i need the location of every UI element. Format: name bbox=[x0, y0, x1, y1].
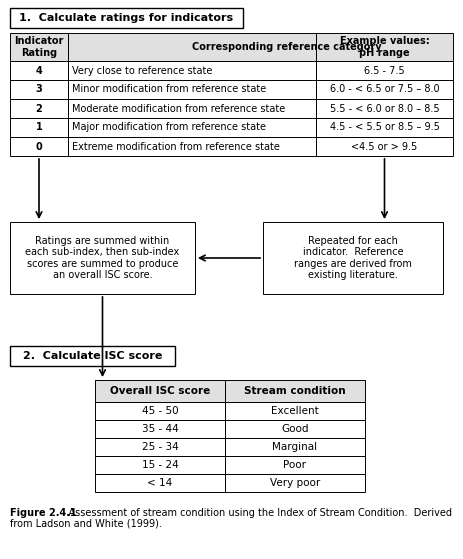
Bar bbox=[95, 380, 225, 402]
Bar bbox=[10, 80, 68, 99]
Text: Major modification from reference state: Major modification from reference state bbox=[72, 122, 266, 132]
Bar bbox=[316, 61, 453, 80]
Bar bbox=[10, 99, 68, 118]
Bar bbox=[225, 380, 365, 402]
Text: 0: 0 bbox=[36, 141, 43, 151]
Bar bbox=[95, 420, 225, 438]
Text: 1: 1 bbox=[36, 122, 43, 132]
Bar bbox=[10, 137, 68, 156]
Bar bbox=[316, 137, 453, 156]
Bar bbox=[68, 118, 316, 137]
Bar bbox=[225, 438, 365, 456]
Bar bbox=[225, 402, 365, 420]
Bar bbox=[10, 61, 68, 80]
Bar bbox=[225, 474, 365, 492]
Text: 2.  Calculate ISC score: 2. Calculate ISC score bbox=[23, 351, 162, 361]
Bar bbox=[263, 222, 443, 294]
Text: 4: 4 bbox=[36, 65, 43, 75]
Bar bbox=[316, 118, 453, 137]
Text: Very close to reference state: Very close to reference state bbox=[72, 65, 213, 75]
Bar bbox=[225, 420, 365, 438]
Text: 5.5 - < 6.0 or 8.0 – 8.5: 5.5 - < 6.0 or 8.0 – 8.5 bbox=[330, 103, 439, 113]
Bar bbox=[10, 118, 68, 137]
Text: 25 - 34: 25 - 34 bbox=[142, 442, 178, 452]
Bar bbox=[10, 346, 175, 366]
Bar bbox=[95, 456, 225, 474]
Bar bbox=[68, 33, 316, 61]
Text: Figure 2.4.1: Figure 2.4.1 bbox=[10, 508, 77, 518]
Text: Example values:
pH range: Example values: pH range bbox=[340, 36, 429, 58]
Text: 2: 2 bbox=[36, 103, 43, 113]
Text: Minor modification from reference state: Minor modification from reference state bbox=[72, 84, 266, 94]
Bar bbox=[68, 61, 316, 80]
Bar bbox=[10, 8, 243, 28]
Text: 45 - 50: 45 - 50 bbox=[142, 406, 178, 416]
Text: 6.0 - < 6.5 or 7.5 – 8.0: 6.0 - < 6.5 or 7.5 – 8.0 bbox=[330, 84, 439, 94]
Text: Indicator
Rating: Indicator Rating bbox=[14, 36, 64, 58]
Bar bbox=[68, 80, 316, 99]
Text: 35 - 44: 35 - 44 bbox=[142, 424, 178, 434]
Text: Corresponding reference category: Corresponding reference category bbox=[192, 42, 382, 52]
Text: < 14: < 14 bbox=[147, 478, 173, 488]
Text: from Ladson and White (1999).: from Ladson and White (1999). bbox=[10, 519, 162, 529]
Text: Stream condition: Stream condition bbox=[244, 386, 346, 396]
Text: 3: 3 bbox=[36, 84, 43, 94]
Text: Overall ISC score: Overall ISC score bbox=[110, 386, 210, 396]
Text: Moderate modification from reference state: Moderate modification from reference sta… bbox=[72, 103, 285, 113]
Bar bbox=[225, 456, 365, 474]
Text: Poor: Poor bbox=[283, 460, 307, 470]
Bar bbox=[68, 137, 316, 156]
Text: 1.  Calculate ratings for indicators: 1. Calculate ratings for indicators bbox=[19, 13, 233, 23]
Text: Ratings are summed within
each sub-index, then sub-index
scores are summed to pr: Ratings are summed within each sub-index… bbox=[25, 235, 180, 281]
Text: 6.5 - 7.5: 6.5 - 7.5 bbox=[364, 65, 405, 75]
Bar bbox=[95, 474, 225, 492]
Text: Very poor: Very poor bbox=[270, 478, 320, 488]
Bar bbox=[95, 402, 225, 420]
Bar bbox=[316, 33, 453, 61]
Bar bbox=[95, 438, 225, 456]
Bar bbox=[68, 99, 316, 118]
Text: <4.5 or > 9.5: <4.5 or > 9.5 bbox=[351, 141, 418, 151]
Text: Repeated for each
indicator.  Reference
ranges are derived from
existing literat: Repeated for each indicator. Reference r… bbox=[294, 235, 412, 281]
Text: Assessment of stream condition using the Index of Stream Condition.  Derived: Assessment of stream condition using the… bbox=[56, 508, 452, 518]
Text: Good: Good bbox=[281, 424, 309, 434]
Text: 4.5 - < 5.5 or 8.5 – 9.5: 4.5 - < 5.5 or 8.5 – 9.5 bbox=[330, 122, 439, 132]
Bar bbox=[10, 33, 68, 61]
Bar bbox=[316, 80, 453, 99]
Bar bbox=[10, 222, 195, 294]
Text: Extreme modification from reference state: Extreme modification from reference stat… bbox=[72, 141, 280, 151]
Text: 15 - 24: 15 - 24 bbox=[142, 460, 178, 470]
Text: Excellent: Excellent bbox=[271, 406, 319, 416]
Bar bbox=[316, 99, 453, 118]
Text: Marginal: Marginal bbox=[272, 442, 318, 452]
